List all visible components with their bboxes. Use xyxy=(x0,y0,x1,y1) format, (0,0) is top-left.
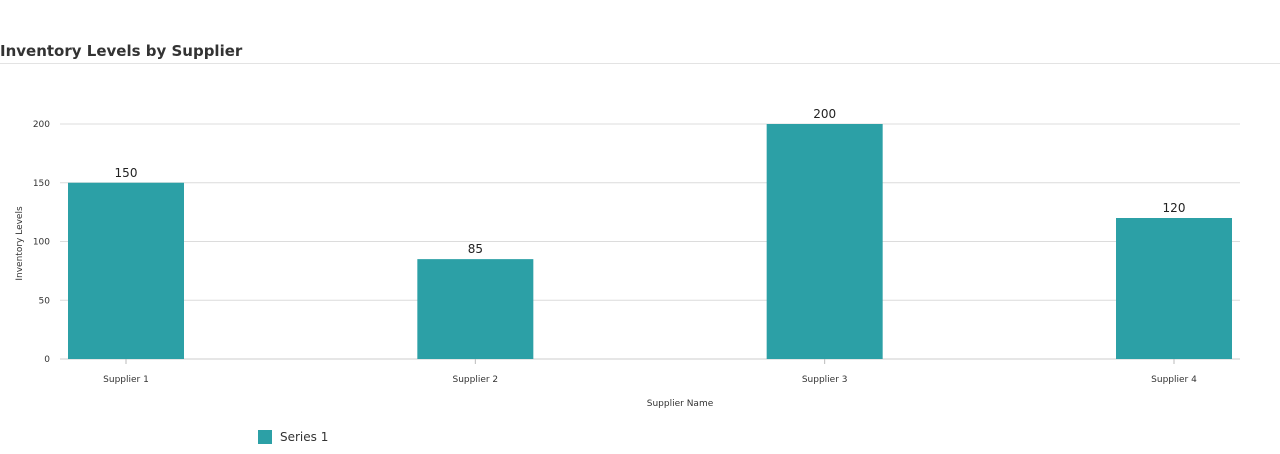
title-divider xyxy=(0,63,1280,64)
chart-title: Inventory Levels by Supplier xyxy=(0,42,243,60)
x-tick-label: Supplier 4 xyxy=(1151,375,1197,385)
x-axis-title: Supplier Name xyxy=(647,399,714,409)
data-label: 200 xyxy=(813,107,836,121)
legend-swatch xyxy=(258,430,272,444)
bar[interactable] xyxy=(417,259,534,359)
bar[interactable] xyxy=(68,182,184,359)
bars xyxy=(68,124,1232,359)
data-labels: 150 85 200 120 xyxy=(115,107,1186,256)
x-tick-label: Supplier 2 xyxy=(452,375,498,385)
y-tick-label: 0 xyxy=(44,355,50,365)
y-tick-label: 200 xyxy=(33,120,50,130)
y-tick-label: 150 xyxy=(33,179,50,189)
legend: Series 1 xyxy=(258,430,328,444)
y-axis-title: Inventory Levels xyxy=(15,206,25,281)
x-axis-ticks: Supplier 1 Supplier 2 Supplier 3 Supplier 4 xyxy=(103,359,1197,385)
y-tick-label: 100 xyxy=(33,238,50,248)
y-tick-label: 50 xyxy=(39,296,51,306)
data-label: 150 xyxy=(115,166,138,180)
data-label: 85 xyxy=(468,242,483,256)
grid-lines xyxy=(60,123,1240,360)
x-tick-label: Supplier 1 xyxy=(103,375,149,385)
bar[interactable] xyxy=(766,124,883,359)
bar[interactable] xyxy=(1116,218,1232,359)
data-label: 120 xyxy=(1163,201,1186,215)
x-tick-label: Supplier 3 xyxy=(802,375,848,385)
y-axis-ticks: 0 50 100 150 200 xyxy=(33,120,50,365)
legend-label: Series 1 xyxy=(280,430,329,444)
